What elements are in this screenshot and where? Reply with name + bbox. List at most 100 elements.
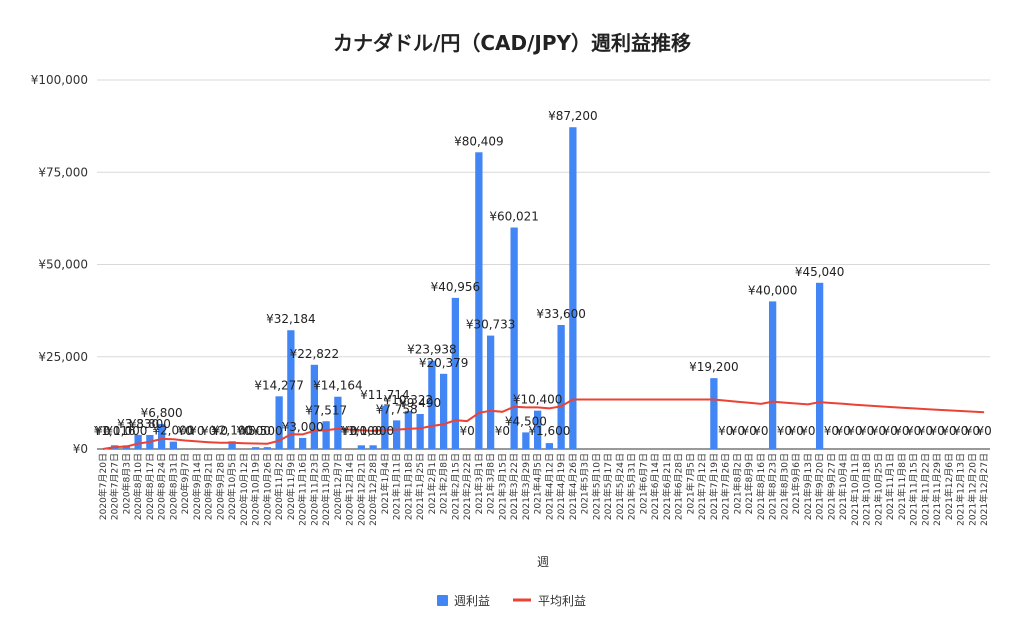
x-tick-label: 2021年11月29日 (931, 453, 943, 526)
data-label: ¥0 (800, 424, 815, 438)
x-tick-label: 2021年12月6日 (943, 453, 955, 520)
data-label: ¥0 (213, 424, 228, 438)
bar (522, 432, 530, 449)
bar (545, 443, 554, 449)
bar (287, 330, 295, 449)
data-label: ¥0 (929, 424, 944, 438)
x-tick-label: 2021年9月13日 (802, 453, 814, 520)
data-label: ¥14,164 (313, 379, 363, 393)
x-axis-ticks: 2020年7月20日 2020年7月27日 2020年8月3日 2020年8月10日 2… (97, 453, 990, 526)
x-tick-label: 2021年10月25日 (872, 453, 884, 526)
y-tick-label: ¥50,000 (38, 258, 88, 272)
x-tick-label: 2021年2月8日 (438, 453, 450, 514)
x-axis-label: 週 (537, 555, 549, 569)
data-label: ¥40,000 (748, 283, 798, 297)
bar (310, 364, 319, 449)
bar (134, 434, 142, 449)
x-tick-label: 2020年11月23日 (308, 453, 320, 526)
data-label: ¥0 (201, 424, 216, 438)
x-tick-label: 2020年9月21日 (203, 453, 215, 520)
x-tick-label: 2021年4月5日 (532, 453, 544, 514)
x-tick-label: 2021年6月28日 (673, 453, 685, 520)
bar (263, 447, 272, 449)
chart-title: カナダドル/円（CAD/JPY）週利益推移 (333, 31, 691, 55)
bar (169, 441, 178, 449)
data-label: ¥32,184 (266, 312, 316, 326)
x-tick-label: 2021年11月8日 (896, 453, 908, 520)
data-label: ¥40,956 (431, 280, 481, 294)
x-tick-label: 2021年3月8日 (485, 453, 497, 514)
x-tick-label: 2021年1月11日 (391, 453, 403, 520)
x-tick-label: 2020年8月24日 (156, 453, 168, 520)
x-tick-label: 2021年12月13日 (955, 453, 967, 526)
data-label: ¥7,517 (305, 403, 347, 417)
bar (510, 227, 518, 449)
data-label: ¥0 (847, 424, 862, 438)
x-tick-label: 2020年8月10日 (132, 453, 144, 520)
x-tick-label: 2021年11月1日 (884, 453, 896, 520)
x-tick-label: 2020年8月17日 (144, 453, 156, 520)
x-tick-label: 2021年6月21日 (661, 453, 673, 520)
data-label: ¥1,600 (528, 424, 570, 438)
data-label: ¥14,277 (254, 378, 304, 392)
bar (475, 152, 483, 450)
bar (451, 297, 460, 449)
data-label: ¥1,000 (352, 424, 394, 438)
data-label: ¥500 (240, 424, 271, 438)
data-label: ¥0 (342, 424, 357, 438)
data-label: ¥6,800 (141, 406, 183, 420)
data-label: ¥33,600 (536, 307, 586, 321)
bar (357, 445, 366, 449)
x-tick-label: 2021年7月19日 (708, 453, 720, 520)
data-label: ¥0 (718, 424, 733, 438)
data-label: ¥0 (941, 424, 956, 438)
data-label: ¥0 (741, 424, 756, 438)
x-tick-label: 2020年11月16日 (297, 453, 309, 526)
data-labels: ¥0¥1,016¥1,000¥3,830¥3,800¥6,800¥2,000¥0… (94, 109, 992, 438)
x-tick-label: 2020年8月3日 (120, 453, 132, 514)
data-label: ¥0 (965, 424, 980, 438)
data-label: ¥0 (859, 424, 874, 438)
bar (486, 335, 495, 449)
x-tick-label: 2021年3月1日 (473, 453, 485, 514)
x-tick-label: 2021年4月19日 (555, 453, 567, 520)
x-tick-label: 2021年6月7日 (637, 453, 649, 514)
data-label: ¥60,021 (489, 210, 539, 224)
line-series (102, 398, 985, 450)
data-label: ¥87,200 (548, 109, 598, 123)
data-label: ¥23,938 (407, 343, 457, 357)
x-tick-label: 2021年3月22日 (508, 453, 520, 520)
bar (404, 410, 413, 449)
data-label: ¥80,409 (454, 134, 504, 148)
x-tick-label: 2021年10月11日 (849, 453, 861, 526)
legend-line-label: 平均利益 (538, 594, 586, 608)
x-tick-label: 2021年1月4日 (379, 453, 391, 514)
data-label: ¥4,500 (505, 414, 547, 428)
data-label: ¥0 (459, 424, 474, 438)
x-tick-label: 2020年12月28日 (367, 453, 379, 526)
data-label: ¥11,714 (360, 388, 410, 402)
x-tick-label: 2021年5月3日 (579, 453, 591, 514)
average-line (102, 398, 985, 450)
x-tick-label: 2020年11月30日 (320, 453, 332, 526)
x-tick-label: 2021年2月15日 (449, 453, 461, 520)
data-label: ¥0 (918, 424, 933, 438)
x-tick-label: 2020年12月14日 (344, 453, 356, 526)
data-label: ¥30,733 (466, 318, 516, 332)
bar (815, 282, 824, 449)
x-tick-label: 2020年9月14日 (191, 453, 203, 520)
x-tick-label: 2020年10月19日 (250, 453, 262, 526)
data-label: ¥0 (95, 424, 110, 438)
x-tick-label: 2021年5月31日 (626, 453, 638, 520)
x-tick-label: 2021年9月27日 (825, 453, 837, 520)
y-tick-label: ¥100,000 (31, 73, 88, 87)
x-tick-label: 2021年11月22日 (919, 453, 931, 526)
data-label: ¥22,822 (290, 347, 340, 361)
bar (768, 301, 777, 449)
data-label: ¥3,800 (129, 417, 171, 431)
x-tick-label: 2021年11月15日 (908, 453, 920, 526)
data-label: ¥1,000 (340, 424, 382, 438)
x-tick-label: 2021年2月22日 (461, 453, 473, 520)
data-label: ¥0 (953, 424, 968, 438)
